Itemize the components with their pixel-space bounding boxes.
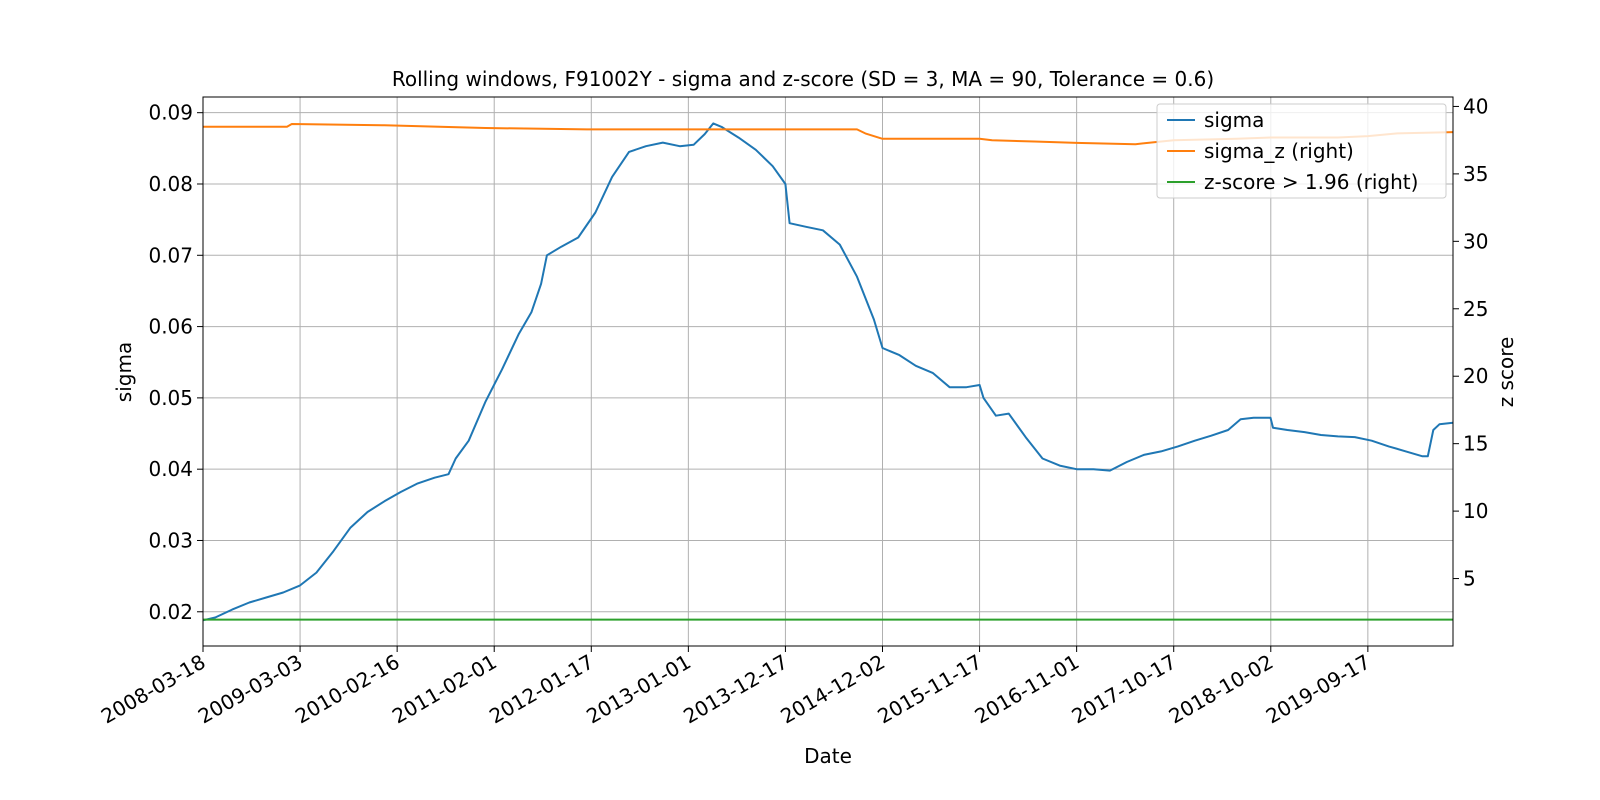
y-tick-label: 0.04: [148, 457, 193, 481]
x-axis-label: Date: [804, 744, 852, 768]
x-axis: 2008-03-182009-03-032010-02-162011-02-01…: [97, 646, 1375, 729]
y-tick-label: 0.05: [148, 386, 193, 410]
legend-label: sigma_z (right): [1204, 139, 1354, 163]
y-right-tick-label: 40: [1463, 94, 1488, 118]
x-tick-label: 2013-01-01: [582, 650, 695, 729]
y-right-tick-label: 5: [1463, 567, 1476, 591]
x-tick-label: 2016-11-01: [970, 650, 1083, 729]
x-tick-label: 2019-09-17: [1262, 650, 1375, 729]
y-right-tick-label: 10: [1463, 499, 1488, 523]
y-right-tick-label: 30: [1463, 229, 1488, 253]
chart-title: Rolling windows, F91002Y - sigma and z-s…: [392, 67, 1214, 91]
x-tick-label: 2014-12-02: [776, 650, 889, 729]
y-right-tick-label: 20: [1463, 364, 1488, 388]
y-right-tick-label: 25: [1463, 297, 1488, 321]
y-tick-label: 0.08: [148, 172, 193, 196]
legend-label: sigma: [1204, 108, 1264, 132]
legend-label: z-score > 1.96 (right): [1204, 170, 1418, 194]
y-tick-label: 0.06: [148, 315, 193, 339]
x-tick-label: 2015-11-17: [873, 650, 986, 729]
y-right-tick-label: 35: [1463, 162, 1488, 186]
y-tick-label: 0.02: [148, 600, 193, 624]
y-axis-right-label: z score: [1494, 337, 1518, 408]
x-tick-label: 2013-12-17: [679, 650, 792, 729]
legend: sigma sigma_z (right) z-score > 1.96 (righ…: [1156, 103, 1447, 199]
legend-box: [1156, 103, 1447, 199]
x-tick-label: 2008-03-18: [97, 650, 210, 729]
y-tick-label: 0.07: [148, 243, 193, 267]
series-line-0: [202, 122, 1454, 622]
x-tick-label: 2009-03-03: [194, 650, 307, 729]
y-axis-left: 0.02 0.03 0.04 0.05 0.06 0.07 0.08 0.09: [148, 101, 203, 624]
x-tick-label: 2017-10-17: [1068, 650, 1181, 729]
y-axis-label: sigma: [112, 342, 136, 402]
x-tick-label: 2012-01-17: [485, 650, 598, 729]
y-axis-right: 5 10 15 20 25 30 35 40: [1453, 94, 1488, 591]
x-tick-label: 2011-02-01: [388, 650, 501, 729]
y-tick-label: 0.03: [148, 528, 193, 552]
x-tick-label: 2010-02-16: [291, 650, 404, 729]
x-tick-label: 2018-10-02: [1165, 650, 1278, 729]
plot-frame: [202, 96, 1454, 647]
y-right-tick-label: 15: [1463, 432, 1488, 456]
y-tick-label: 0.09: [148, 101, 193, 125]
